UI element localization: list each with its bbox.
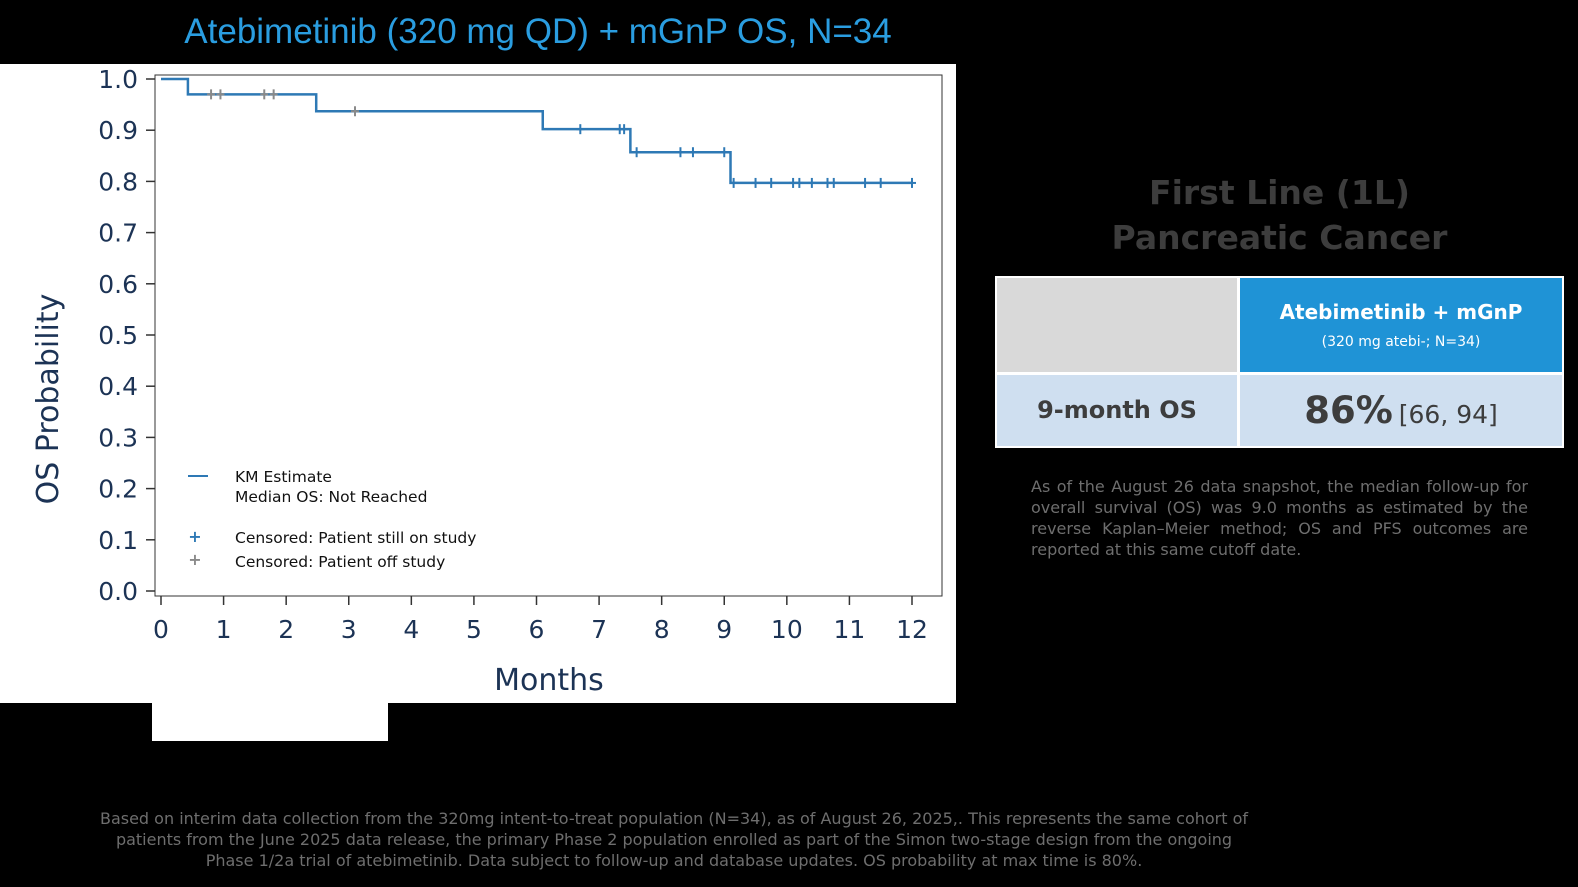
summary-heading-line1: First Line (1L) bbox=[1149, 173, 1410, 212]
x-tick-label: 8 bbox=[654, 615, 670, 644]
y-tick-label: 1.0 bbox=[98, 65, 138, 94]
censor-mark-off-study bbox=[207, 89, 216, 100]
chart-panel-tab bbox=[152, 702, 388, 741]
footer-disclaimer: Based on interim data collection from th… bbox=[36, 808, 1312, 871]
summary-heading: First Line (1L) Pancreatic Cancer bbox=[996, 170, 1563, 260]
plot-frame bbox=[154, 74, 943, 597]
x-tick-label: 1 bbox=[216, 615, 232, 644]
footer-line-1: Based on interim data collection from th… bbox=[99, 809, 1249, 828]
x-tick-label: 6 bbox=[529, 615, 545, 644]
table-row-label: 9-month OS bbox=[997, 375, 1237, 446]
axis-ticks bbox=[146, 78, 913, 605]
censor-mark-on-study bbox=[729, 177, 738, 188]
x-tick-label: 11 bbox=[834, 615, 866, 644]
footer-line-2: patients from the June 2025 data release… bbox=[115, 830, 1233, 849]
y-axis-title: OS Probability bbox=[31, 294, 66, 505]
footer-line-3: Phase 1/2a trial of atebimetinib. Data s… bbox=[205, 851, 1143, 870]
column-header-sublabel: (320 mg atebi-; N=34) bbox=[1321, 334, 1481, 350]
legend: KM Estimate Median OS: Not Reached + Cen… bbox=[188, 468, 476, 571]
os-confidence-interval: [66, 94] bbox=[1398, 400, 1498, 429]
y-tick-label: 0.7 bbox=[98, 219, 138, 248]
x-tick-label: 3 bbox=[341, 615, 357, 644]
table-value-cell: 86% [66, 94] bbox=[1240, 375, 1562, 446]
os-summary-table: Atebimetinib + mGnP (320 mg atebi-; N=34… bbox=[995, 276, 1564, 448]
os-value: 86% bbox=[1304, 389, 1393, 432]
y-tick-label: 0.2 bbox=[98, 475, 138, 504]
legend-off-study-marker: + bbox=[188, 550, 201, 569]
censor-mark-on-study bbox=[807, 177, 816, 188]
x-axis-title: Months bbox=[494, 663, 604, 698]
x-tick-label: 10 bbox=[771, 615, 803, 644]
y-tick-label: 0.4 bbox=[98, 372, 138, 401]
legend-median-label: Median OS: Not Reached bbox=[235, 488, 427, 506]
censor-marks bbox=[207, 89, 916, 188]
column-header-label: Atebimetinib + mGnP bbox=[1279, 300, 1523, 324]
censor-mark-on-study bbox=[751, 177, 760, 188]
km-lines bbox=[161, 77, 912, 185]
censor-mark-on-study bbox=[576, 124, 585, 135]
censor-mark-on-study bbox=[861, 177, 870, 188]
y-tick-label: 0.0 bbox=[98, 577, 138, 606]
x-tick-label: 5 bbox=[466, 615, 482, 644]
km-estimate-line bbox=[161, 77, 912, 185]
censor-mark-on-study bbox=[676, 147, 685, 158]
legend-on-study-label: Censored: Patient still on study bbox=[235, 529, 476, 547]
censor-mark-on-study bbox=[795, 177, 804, 188]
tick-labels: 0 1 2 3 4 5 6 7 8 9 10 11 120.00.10.20.30.40.50.60.7… bbox=[98, 65, 928, 644]
censor-mark-off-study bbox=[351, 106, 360, 117]
x-tick-label: 0 bbox=[153, 615, 169, 644]
censor-mark-on-study bbox=[767, 177, 776, 188]
censor-mark-off-study bbox=[260, 89, 269, 100]
censor-mark-on-study bbox=[632, 147, 641, 158]
y-tick-label: 0.6 bbox=[98, 270, 138, 299]
censor-mark-on-study bbox=[688, 147, 697, 158]
legend-on-study-marker: + bbox=[188, 527, 201, 546]
follow-up-note: As of the August 26 data snapshot, the m… bbox=[1031, 477, 1528, 559]
km-chart: 0 1 2 3 4 5 6 7 8 9 10 11 120.00.10.20.30.40.50.60.7… bbox=[31, 65, 943, 698]
censor-mark-on-study bbox=[908, 177, 916, 188]
table-corner-cell bbox=[997, 278, 1237, 372]
censor-mark-on-study bbox=[720, 147, 729, 158]
censor-mark-on-study bbox=[829, 177, 838, 188]
x-tick-label: 12 bbox=[896, 615, 928, 644]
x-tick-label: 2 bbox=[278, 615, 294, 644]
legend-off-study-label: Censored: Patient off study bbox=[235, 553, 445, 571]
y-tick-label: 0.3 bbox=[98, 423, 138, 452]
legend-km-label: KM Estimate bbox=[235, 468, 332, 486]
summary-heading-line2: Pancreatic Cancer bbox=[1111, 218, 1448, 257]
censor-mark-off-study bbox=[269, 89, 278, 100]
x-tick-label: 9 bbox=[716, 615, 732, 644]
x-tick-label: 4 bbox=[403, 615, 419, 644]
censor-mark-on-study bbox=[876, 177, 885, 188]
slide-title: Atebimetinib (320 mg QD) + mGnP OS, N=34 bbox=[184, 12, 892, 51]
y-tick-label: 0.5 bbox=[98, 321, 138, 350]
y-tick-label: 0.8 bbox=[98, 167, 138, 196]
y-tick-label: 0.9 bbox=[98, 116, 138, 145]
x-tick-label: 7 bbox=[591, 615, 607, 644]
censor-mark-off-study bbox=[216, 89, 225, 100]
table-column-header: Atebimetinib + mGnP (320 mg atebi-; N=34… bbox=[1240, 278, 1562, 372]
y-tick-label: 0.1 bbox=[98, 526, 138, 555]
chart-panel: 0 1 2 3 4 5 6 7 8 9 10 11 12 0.0 0.1 0.2 0.3 0.4 0.5 0.6 0.7… bbox=[0, 64, 956, 703]
censor-mark-on-study bbox=[620, 124, 629, 135]
